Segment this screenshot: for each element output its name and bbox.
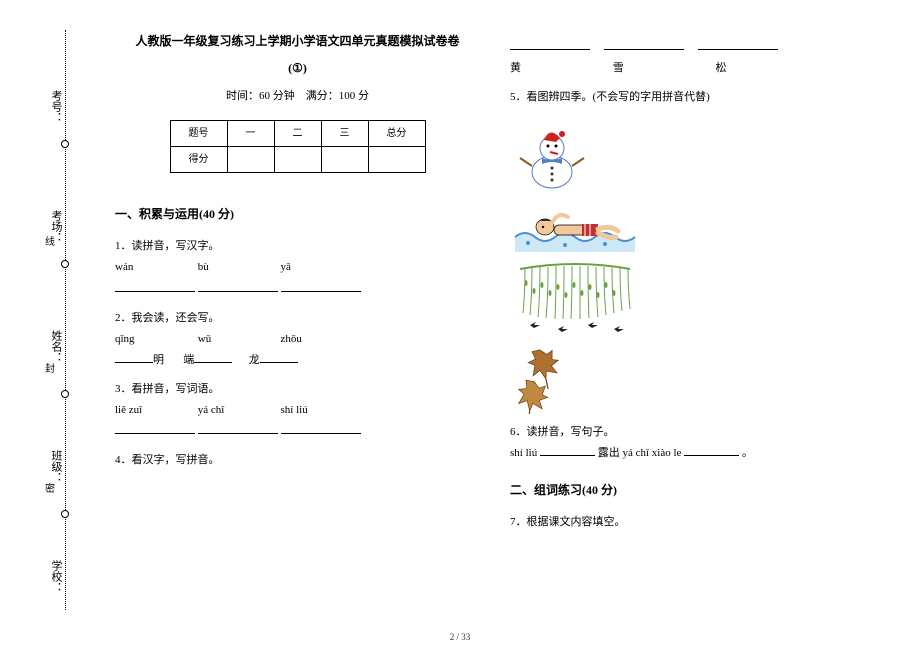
hint-char: 端 [183,354,194,366]
answer-blank [510,36,590,50]
binding-marker [61,390,69,398]
q6-end: 。 [742,447,753,459]
pinyin-item: yá chǐ [198,400,278,421]
pinyin-item: zhōu [281,329,361,350]
q3-blank-row [115,420,480,442]
question-3: 3．看拼音，写词语。 liě zuǐ yá chǐ shí liú [115,379,480,443]
q4-text: 4．看汉字，写拼音。 [115,450,480,471]
doc-subtitle: (①) [115,57,480,80]
answer-blank [115,351,153,363]
section1-heading: 一、积累与运用(40 分) [115,203,480,226]
binding-margin: 考号： 考场： 姓名： 班级： 学校： 线 封 密 [0,0,80,650]
hint-char: 明 [153,354,164,366]
char-item: 黄 [510,58,610,79]
doc-meta: 时间：60 分钟 满分：100 分 [115,86,480,107]
answer-blank [194,351,232,363]
q2-text: 2．我会读，还会写。 [115,308,480,329]
score-header-cell: 一 [227,121,274,147]
answer-blank [698,36,778,50]
q6-text: 6．读拼音，写句子。 [510,422,875,443]
question-4: 4．看汉字，写拼音。 [115,450,480,471]
question-5: 5．看图辨四季。(不会写的字用拼音代替) [510,87,875,108]
score-header-cell: 二 [274,121,321,147]
q6-part-a: shí liú [510,447,537,459]
q3-text: 3．看拼音，写词语。 [115,379,480,400]
score-blank-cell [368,147,425,173]
score-table: 题号 一 二 三 总分 得分 [170,120,426,173]
image-willow [510,263,875,338]
q6-part-b: 露出 yá chǐ xiào le [598,447,682,459]
q2-pinyin-row: qīng wǔ zhōu [115,329,480,350]
score-header-cell: 题号 [170,121,227,147]
section2-heading: 二、组词练习(40 分) [510,479,875,502]
pinyin-item: shí liú [281,400,361,421]
pinyin-item: bù [198,257,278,278]
pinyin-item: wǔ [198,329,278,350]
score-row-label: 得分 [170,147,227,173]
image-snowman [510,116,875,191]
answer-blank [684,444,739,456]
answer-blank [281,278,361,292]
answer-blank [540,444,595,456]
binding-label-name: 姓名： [48,330,64,363]
q1-pinyin-row: wán bù yā [115,257,480,278]
q5-text: 5．看图辨四季。(不会写的字用拼音代替) [510,87,875,108]
binding-label-examno: 考号： [48,90,64,123]
question-6: 6．读拼音，写句子。 shí liú 露出 yá chǐ xiào le 。 [510,422,875,464]
seal-char: 线 [45,233,55,248]
answer-blank [115,278,195,292]
pinyin-item: qīng [115,329,195,350]
answer-blank [198,420,278,434]
score-blank-cell [227,147,274,173]
pinyin-item: wán [115,257,195,278]
q4-blank-row [510,36,875,58]
q4-continued: 黄 雪 松 [510,36,875,79]
q6-sentence: shí liú 露出 yá chǐ xiào le 。 [510,443,875,464]
score-header-cell: 三 [321,121,368,147]
score-blank-cell [274,147,321,173]
q4-char-row: 黄 雪 松 [510,58,875,79]
image-leaves [510,344,875,414]
question-1: 1．读拼音，写汉字。 wán bù yā [115,236,480,300]
score-header-cell: 总分 [368,121,425,147]
page-root: 考号： 考场： 姓名： 班级： 学校： 线 封 密 人教版一年级复习练习上学期小… [0,0,920,650]
hint-char: 龙 [249,354,260,366]
binding-marker [61,140,69,148]
q1-text: 1．读拼音，写汉字。 [115,236,480,257]
seal-char: 密 [45,480,55,495]
answer-blank [198,278,278,292]
pinyin-item: liě zuǐ [115,400,195,421]
binding-marker [61,510,69,518]
pinyin-item: yā [281,257,361,278]
binding-label-class: 班级： [48,450,64,483]
answer-blank [260,351,298,363]
char-item: 雪 [613,58,713,79]
question-2: 2．我会读，还会写。 qīng wǔ zhōu 明 端 龙 [115,308,480,371]
answer-blank [281,420,361,434]
page-number: 2 / 33 [0,632,920,642]
binding-marker [61,260,69,268]
content-area: 人教版一年级复习练习上学期小学语文四单元真题模拟试卷卷 (①) 时间：60 分钟… [80,0,920,650]
question-7: 7．根据课文内容填空。 [510,512,875,533]
q1-blank-row [115,278,480,300]
q3-pinyin-row: liě zuǐ yá chǐ shí liú [115,400,480,421]
right-column: 黄 雪 松 5．看图辨四季。(不会写的字用拼音代替) [495,30,890,640]
q2-hint-row: 明 端 龙 [115,350,480,371]
image-swimmer [510,197,875,257]
seal-char: 封 [45,360,55,375]
score-blank-cell [321,147,368,173]
binding-dot-line [65,30,66,610]
char-item: 松 [716,58,816,79]
left-column: 人教版一年级复习练习上学期小学语文四单元真题模拟试卷卷 (①) 时间：60 分钟… [100,30,495,640]
binding-label-school: 学校： [48,560,64,593]
answer-blank [115,420,195,434]
answer-blank [604,36,684,50]
doc-title: 人教版一年级复习练习上学期小学语文四单元真题模拟试卷卷 [115,30,480,53]
q7-text: 7．根据课文内容填空。 [510,512,875,533]
